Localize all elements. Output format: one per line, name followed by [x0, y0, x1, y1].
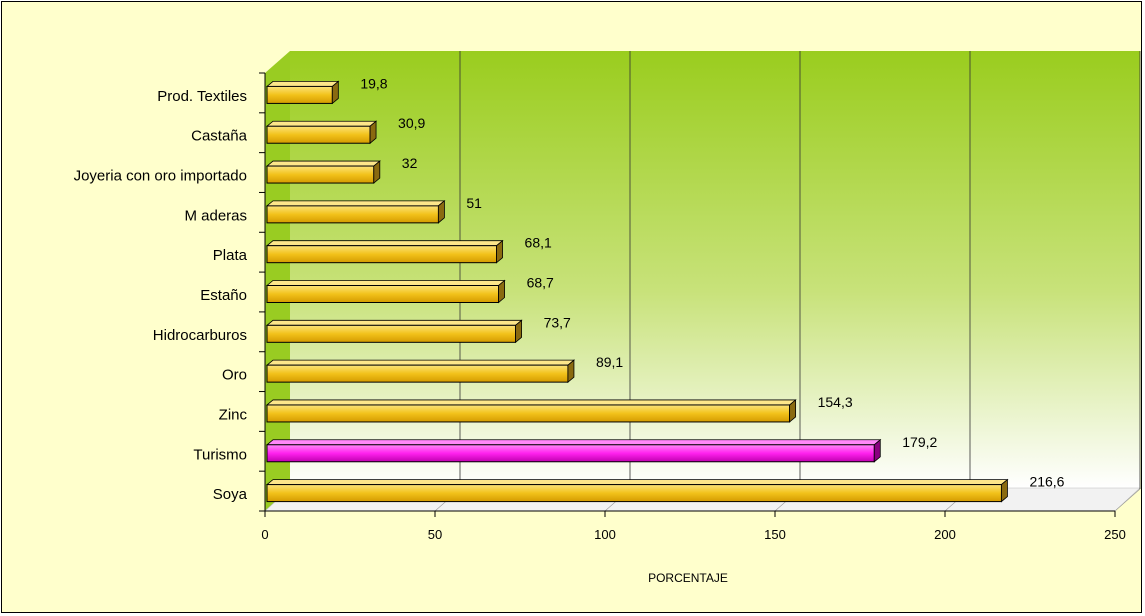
- category-label: Estaño: [200, 287, 247, 304]
- labels: 0 50 100 150 200 250 Prod. Textiles 19,8 Castaña…: [74, 75, 1126, 542]
- value-label: 51: [466, 195, 482, 211]
- bar-top: [265, 240, 504, 247]
- bar-end: [789, 399, 797, 423]
- category-label: M aderas: [184, 207, 247, 224]
- x-axis-title: PORCENTAJE: [648, 571, 728, 585]
- bar-top: [265, 479, 1009, 485]
- bar-top: [265, 319, 523, 326]
- bar-top: [265, 280, 506, 286]
- value-label: 68,1: [525, 235, 552, 251]
- bar-end: [515, 319, 522, 344]
- x-tick-label: 0: [261, 527, 268, 542]
- category-label: Joyeria con oro importado: [74, 168, 247, 185]
- category-label: Soya: [213, 486, 248, 503]
- bar: [266, 205, 439, 224]
- bar-top: [265, 81, 340, 87]
- value-label: 73,7: [544, 314, 571, 330]
- bar-end: [567, 359, 575, 383]
- bar-end: [873, 438, 881, 463]
- value-label: 154,3: [818, 394, 853, 410]
- bar: [266, 404, 791, 423]
- bar-end: [369, 120, 377, 145]
- bar-top: [265, 160, 381, 167]
- value-label: 32: [402, 155, 418, 171]
- bar-top: [265, 359, 576, 366]
- x-tick-label: 50: [428, 527, 442, 542]
- bar-end: [498, 279, 505, 304]
- bar-end: [496, 239, 503, 264]
- category-label: Plata: [213, 247, 248, 264]
- bar-end: [1001, 478, 1008, 503]
- bar: [266, 285, 500, 303]
- bar: [266, 484, 1002, 503]
- bar: [266, 324, 517, 343]
- gridline-floor: [1114, 488, 1141, 512]
- bar-top: [265, 399, 797, 406]
- bar-end: [437, 200, 445, 224]
- x-tick-label: 200: [934, 527, 956, 542]
- bar: [266, 165, 375, 184]
- bar-top: [265, 439, 882, 446]
- category-label: Oro: [222, 367, 247, 384]
- bar-end: [331, 80, 339, 105]
- bar-end: [373, 160, 381, 184]
- value-label: 216,6: [1029, 474, 1064, 490]
- value-label: 68,7: [527, 275, 554, 291]
- category-label: Hidrocarburos: [153, 327, 247, 344]
- axes: [259, 72, 1116, 517]
- bar: [266, 85, 333, 104]
- bar: [266, 444, 875, 463]
- bars: [265, 80, 1009, 503]
- value-label: 19,8: [360, 75, 387, 91]
- category-label: Castaña: [191, 128, 248, 145]
- category-label: Turismo: [193, 446, 247, 463]
- category-label: Prod. Textiles: [157, 88, 247, 105]
- bar: [266, 364, 569, 383]
- x-tick-label: 250: [1104, 527, 1126, 542]
- bar: [266, 125, 371, 144]
- bar: [266, 245, 498, 264]
- x-tick-label: 150: [764, 527, 786, 542]
- x-tick-label: 100: [594, 527, 616, 542]
- category-label: Zinc: [219, 406, 248, 423]
- bar-top: [265, 120, 378, 127]
- bar-top: [265, 200, 446, 207]
- value-label: 179,2: [902, 434, 937, 450]
- value-label: 89,1: [596, 354, 623, 370]
- value-label: 30,9: [398, 115, 425, 131]
